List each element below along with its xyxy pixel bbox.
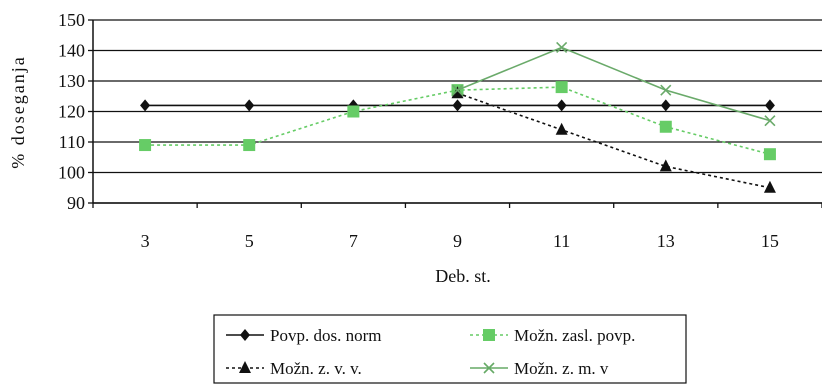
legend-label: Možn. z. m. v: [514, 359, 609, 378]
legend-label: Možn. zasl. povp.: [514, 326, 635, 345]
series-1: [140, 99, 775, 112]
data-point: [451, 84, 464, 96]
series-line: [457, 92, 771, 189]
legend-label: Povp. dos. norm: [270, 326, 381, 345]
legend-swatch-marker: [239, 361, 251, 373]
x-tick-label: 3: [141, 231, 150, 251]
series-line: [457, 46, 771, 122]
data-point: [764, 99, 775, 112]
y-tick-label: 140: [58, 41, 85, 61]
data-point: [659, 159, 672, 172]
data-point: [139, 139, 152, 152]
y-tick-labels: 90 100 110 120 130 140 150: [58, 10, 85, 213]
data-point: [556, 41, 568, 54]
data-point: [451, 86, 464, 99]
legend-swatch-marker: [483, 362, 495, 374]
data-point: [660, 84, 672, 96]
data-point: [555, 81, 568, 94]
series-4: [451, 41, 776, 127]
data-point: [140, 99, 151, 112]
x-tick-label: 15: [761, 231, 779, 251]
data-point: [555, 122, 568, 135]
y-tick-label: 90: [67, 193, 85, 213]
legend-item: Možn. zasl. povp.: [470, 326, 635, 345]
axes: [88, 19, 822, 208]
y-axis-title: % doseganja: [8, 55, 28, 168]
data-point: [763, 148, 776, 161]
gridlines: [93, 19, 822, 204]
x-axis-title: Deb. st.: [435, 266, 491, 286]
data-point: [660, 99, 671, 112]
x-tick-label: 11: [553, 231, 570, 251]
legend: Povp. dos. norm Možn. zasl. povp. Možn. z.…: [213, 314, 687, 384]
data-point: [763, 180, 776, 193]
data-point: [556, 99, 567, 112]
series-layer: [139, 41, 776, 193]
x-tick-label: 13: [657, 231, 675, 251]
data-point: [659, 120, 672, 133]
x-tick-label: 7: [349, 231, 358, 251]
y-tick-label: 120: [58, 102, 85, 122]
legend-box: [213, 314, 687, 384]
x-tick-labels: 3 5 7 9 11 13 15: [141, 231, 779, 251]
data-point: [244, 99, 255, 112]
legend-swatch-marker: [240, 329, 250, 341]
x-tick-label: 9: [453, 231, 462, 251]
legend-item: Možn. z. m. v: [470, 359, 609, 378]
legend-item: Možn. z. v. v.: [226, 359, 362, 378]
legend-swatch-marker: [483, 329, 495, 341]
data-point: [764, 115, 776, 127]
data-point: [243, 139, 256, 152]
y-tick-label: 110: [59, 132, 85, 152]
data-point: [347, 105, 360, 118]
y-tick-label: 130: [58, 71, 85, 91]
legend-label: Možn. z. v. v.: [270, 359, 362, 378]
y-tick-label: 150: [58, 10, 85, 30]
series-3: [451, 86, 776, 193]
legend-item: Povp. dos. norm: [226, 326, 381, 345]
y-tick-label: 100: [58, 163, 85, 183]
x-tick-label: 5: [245, 231, 254, 251]
data-point: [452, 99, 463, 112]
